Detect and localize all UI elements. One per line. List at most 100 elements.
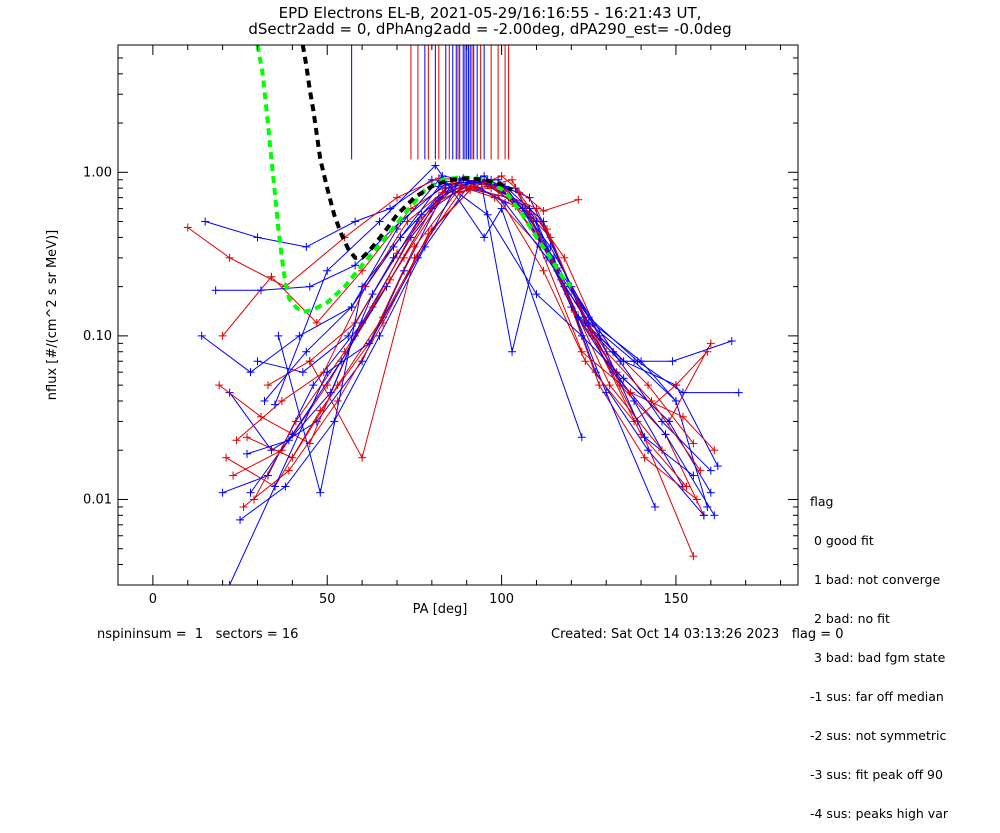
data-point <box>539 217 548 226</box>
data-point <box>316 488 325 497</box>
data-point <box>302 347 311 356</box>
data-point <box>399 253 408 262</box>
series-line <box>274 164 583 438</box>
data-point <box>392 249 401 258</box>
data-point <box>692 495 701 504</box>
data-point <box>309 381 318 390</box>
data-point <box>403 217 412 226</box>
vertical-marker-lines <box>351 45 510 160</box>
data-point <box>626 388 635 397</box>
data-point <box>323 368 332 377</box>
data-point <box>706 488 715 497</box>
data-point <box>225 253 234 262</box>
data-point <box>274 331 283 340</box>
chart-title: EPD Electrons EL-B, 2021-05-29/16:16:55 … <box>278 4 702 22</box>
data-point <box>232 436 241 445</box>
data-point <box>532 204 541 213</box>
data-point <box>270 400 279 409</box>
data-point <box>668 357 677 366</box>
series-line <box>232 179 687 487</box>
data-point <box>351 217 360 226</box>
data-point <box>560 253 569 262</box>
data-point <box>689 552 698 561</box>
series-line <box>222 180 708 423</box>
series-line <box>229 179 694 585</box>
data-point <box>375 217 384 226</box>
y-tick-label: 0.10 <box>83 329 112 344</box>
data-point <box>577 433 586 442</box>
data-point <box>581 357 590 366</box>
series-line <box>215 183 712 493</box>
y-tick-label: 1.00 <box>83 165 112 180</box>
data-point <box>236 515 245 524</box>
data-point <box>602 388 611 397</box>
data-point <box>644 446 653 455</box>
data-point <box>253 357 262 366</box>
data-point <box>288 453 297 462</box>
flag-legend: flag 0 good fit 1 bad: not converge 2 ba… <box>810 469 948 833</box>
legend-item: -3 sus: fit peak off 90 <box>810 767 943 782</box>
data-point <box>375 331 384 340</box>
data-point <box>284 466 293 475</box>
legend-item: 1 bad: not converge <box>810 572 941 587</box>
data-point <box>455 188 464 197</box>
x-tick-label: 0 <box>149 592 157 607</box>
data-point <box>215 381 224 390</box>
data-point <box>392 193 401 202</box>
data-point <box>727 337 736 346</box>
series-line <box>225 185 694 557</box>
black-fit-curve <box>300 45 513 260</box>
data-series <box>183 161 743 585</box>
data-point <box>640 433 649 442</box>
data-point <box>532 290 541 299</box>
data-point <box>539 206 548 215</box>
data-point <box>574 195 583 204</box>
data-point <box>347 303 356 312</box>
x-tick-label: 150 <box>664 592 689 607</box>
data-point <box>696 466 705 475</box>
data-point <box>298 368 307 377</box>
data-point <box>211 286 220 295</box>
data-point <box>480 171 489 180</box>
data-point <box>546 233 555 242</box>
data-point <box>661 430 670 439</box>
legend-title: flag <box>810 494 834 509</box>
fit-curves <box>255 45 573 315</box>
footer-created: Created: Sat Oct 14 03:13:26 2023 flag =… <box>551 627 844 642</box>
series-line <box>222 179 684 494</box>
data-point <box>595 331 604 340</box>
data-point <box>651 502 660 511</box>
data-point <box>351 261 360 270</box>
plot-frame <box>117 44 799 586</box>
data-point <box>410 242 419 251</box>
data-point <box>574 313 583 322</box>
data-point <box>243 433 252 442</box>
data-point <box>644 381 653 390</box>
data-point <box>267 272 276 281</box>
x-axis-title: PA [deg] <box>413 602 468 617</box>
data-point <box>340 347 349 356</box>
legend-item: 3 bad: bad fgm state <box>810 650 946 665</box>
data-point <box>682 482 691 491</box>
data-point <box>243 449 252 458</box>
data-point <box>284 436 293 445</box>
data-point <box>640 453 649 462</box>
data-point <box>201 217 210 226</box>
data-point <box>480 233 489 242</box>
series-line <box>264 179 739 402</box>
data-point <box>658 446 666 455</box>
data-point <box>497 171 506 180</box>
data-point <box>689 471 698 480</box>
data-point <box>713 462 722 471</box>
y-axis-title: nflux [#/(cm^2 s sr MeV)] <box>45 230 60 400</box>
legend-item: -2 sus: not symmetric <box>810 728 947 743</box>
data-point <box>305 282 314 291</box>
data-point <box>281 482 290 491</box>
data-point <box>630 357 639 366</box>
data-point <box>706 339 715 348</box>
data-point <box>246 488 255 497</box>
data-point <box>508 175 517 184</box>
data-point <box>706 466 715 475</box>
x-tick-label: 100 <box>489 592 514 607</box>
data-point <box>734 388 743 397</box>
